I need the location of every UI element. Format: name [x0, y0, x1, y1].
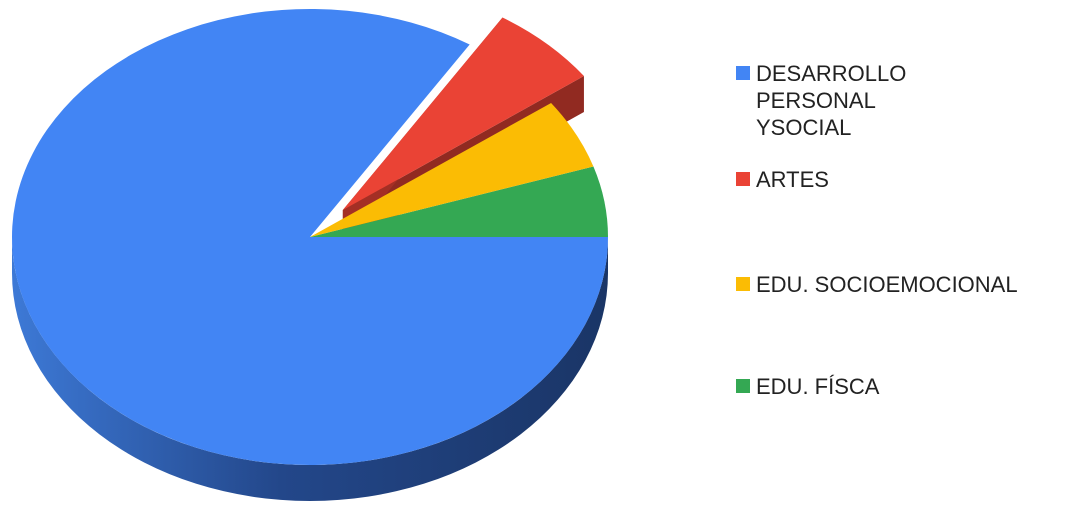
pie-chart — [12, 8, 608, 501]
legend-swatch-socioemocional — [736, 277, 750, 291]
legend-label-artes: ARTES — [756, 167, 829, 192]
legend-label-desarrollo: DESARROLLO PERSONAL YSOCIAL — [756, 61, 907, 140]
legend-label-socioemocional: EDU. SOCIOEMOCIONAL — [756, 272, 1018, 297]
legend-item-artes: ARTES — [736, 166, 829, 193]
legend-item-socioemocional: EDU. SOCIOEMOCIONAL — [736, 271, 1018, 298]
legend-swatch-artes — [736, 172, 750, 186]
pie-slice-edu-fisca — [310, 166, 608, 237]
pie-top-layer — [12, 8, 608, 465]
legend-item-edu-fisca: EDU. FÍSCA — [736, 373, 879, 400]
pie-side-desarrollo-personal-ysocial — [12, 237, 608, 501]
pie-slice-artes — [342, 17, 584, 211]
pie-svg — [12, 8, 608, 501]
chart-legend: DESARROLLO PERSONAL YSOCIAL ARTES EDU. S… — [736, 60, 1076, 420]
pie-slice-edu-socioemocional — [310, 102, 594, 238]
legend-item-desarrollo: DESARROLLO PERSONAL YSOCIAL — [736, 60, 906, 141]
legend-swatch-edu-fisca — [736, 379, 750, 393]
legend-swatch-desarrollo — [736, 66, 750, 80]
legend-label-edu-fisca: EDU. FÍSCA — [756, 374, 880, 399]
pie-slice-desarrollo-personal-ysocial — [12, 8, 608, 465]
